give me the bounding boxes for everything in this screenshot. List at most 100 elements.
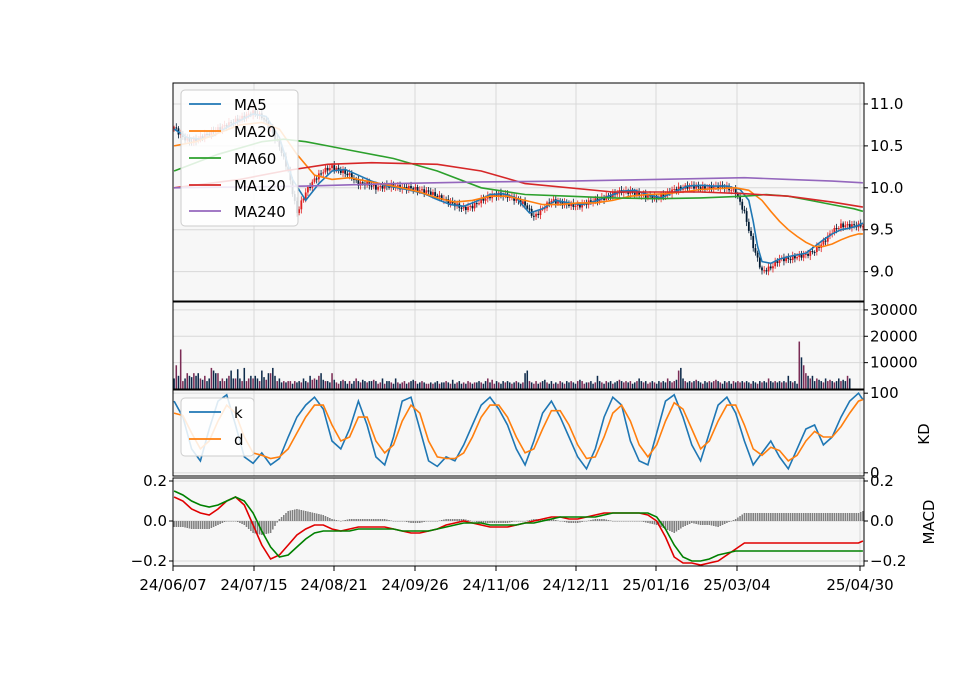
candle-body: [543, 208, 546, 210]
volume-bar: [500, 383, 502, 389]
macd-histogram-bar: [436, 521, 439, 522]
candle-body: [774, 261, 777, 267]
volume-bar: [535, 381, 537, 389]
volume-bar: [261, 370, 263, 389]
candle-body: [673, 188, 676, 190]
y-tick-label: 20000: [870, 327, 918, 345]
volume-bar: [177, 375, 180, 389]
candle-body: [353, 179, 355, 181]
volume-bar: [318, 375, 320, 389]
volume-bar: [313, 378, 316, 389]
candle-body: [633, 192, 636, 195]
candle-body: [848, 224, 851, 228]
macd-histogram-bar: [627, 521, 629, 522]
volume-bar: [601, 382, 603, 389]
volume-bar: [443, 382, 445, 389]
volume-bar: [774, 381, 776, 389]
macd-histogram-bar: [236, 521, 239, 522]
candle-body: [675, 188, 678, 191]
macd-histogram-bar: [721, 521, 724, 525]
volume-bar: [712, 381, 715, 389]
volume-bar: [708, 381, 711, 389]
volume-bar: [653, 382, 656, 389]
macd-histogram-bar: [179, 521, 182, 527]
candle-body: [739, 196, 741, 202]
volume-bar: [419, 382, 421, 389]
volume-bar: [620, 381, 623, 389]
volume-bar: [625, 381, 627, 389]
volume-bar: [329, 382, 331, 389]
candle-body: [761, 267, 763, 271]
candle-body: [660, 194, 662, 199]
macd-histogram-bar: [526, 520, 529, 521]
macd-histogram-bar: [195, 521, 197, 529]
volume-bar: [844, 381, 847, 389]
candle-body: [809, 251, 812, 256]
y-tick-label: 11.0: [870, 95, 903, 113]
macd-histogram-bar: [340, 521, 342, 522]
macd-histogram-bar: [752, 513, 754, 521]
macd-histogram-bar: [234, 521, 237, 522]
candle-body: [436, 195, 439, 198]
candle-body: [300, 200, 303, 210]
macd-histogram-bar: [699, 521, 702, 525]
macd-histogram-bar: [274, 521, 276, 526]
macd-histogram-bar: [219, 521, 221, 524]
volume-bar: [188, 375, 191, 389]
candle-body: [346, 173, 349, 176]
macd-histogram-bar: [449, 519, 452, 521]
macd-histogram-bar: [489, 521, 491, 523]
candle-body: [862, 226, 864, 228]
macd-histogram-bar: [353, 519, 355, 521]
candle-body: [304, 192, 307, 199]
macd-histogram-bar: [748, 513, 750, 521]
volume-bar: [561, 382, 564, 389]
volume-bar: [820, 381, 822, 389]
candle-body: [682, 188, 684, 190]
candle-body: [379, 185, 382, 187]
volume-bar: [364, 381, 366, 389]
volume-bar: [287, 381, 289, 389]
candle-body: [653, 195, 656, 200]
macd-histogram-bar: [691, 521, 693, 523]
macd-histogram-bar: [296, 509, 298, 521]
macd-histogram-bar: [574, 521, 577, 523]
macd-histogram-bar: [370, 519, 373, 521]
macd-histogram-bar: [381, 519, 384, 521]
volume-bar: [644, 381, 647, 389]
macd-histogram-bar: [671, 521, 673, 532]
macd-histogram-bar: [225, 521, 228, 522]
macd-histogram-bar: [805, 513, 807, 521]
volume-bar: [519, 383, 522, 389]
candle-body: [309, 187, 312, 189]
panel-border: [172, 389, 865, 477]
volume-bar: [232, 378, 235, 389]
volume-bar: [592, 383, 594, 389]
volume-bar: [405, 383, 408, 389]
macd-histogram-bar: [269, 521, 272, 533]
volume-bar: [726, 382, 728, 389]
macd-histogram-bar: [368, 519, 371, 521]
macd-histogram-bar: [612, 521, 614, 522]
volume-bar: [487, 378, 489, 389]
volume-bar: [480, 382, 482, 389]
macd-histogram-bar: [429, 521, 432, 522]
volume-bar: [723, 381, 726, 389]
volume-bar: [225, 378, 228, 389]
volume-bar: [182, 381, 184, 389]
candle-body: [750, 230, 752, 237]
volume-bar: [307, 382, 309, 389]
candle-body: [572, 202, 575, 207]
macd-histogram-bar: [245, 521, 248, 527]
volume-bar: [813, 381, 816, 389]
macd-histogram-bar: [688, 521, 691, 524]
volume-bar: [267, 373, 270, 389]
volume-bar: [265, 379, 267, 389]
macd-histogram-bar: [759, 513, 761, 521]
macd-histogram-bar: [375, 519, 377, 521]
macd-histogram-bar: [811, 513, 814, 521]
macd-histogram-bar: [445, 519, 447, 521]
candle-body: [712, 186, 715, 190]
candle-body: [469, 205, 472, 207]
candle-body: [521, 201, 524, 204]
